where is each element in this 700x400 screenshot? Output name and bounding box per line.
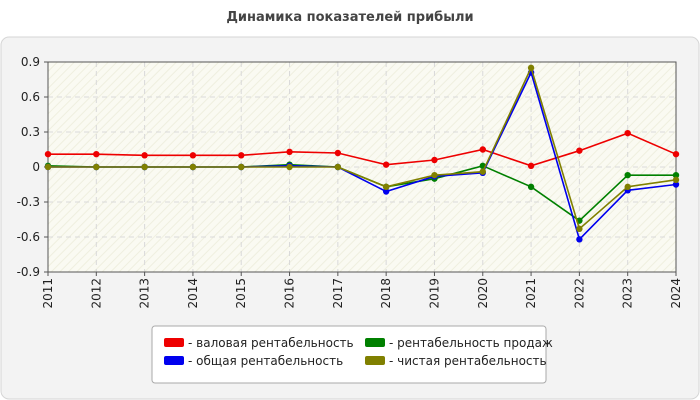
legend-box [151, 325, 547, 384]
data-point [624, 183, 631, 191]
data-point [576, 147, 583, 154]
data-point [431, 171, 438, 179]
data-point [93, 150, 100, 158]
series-line-3 [48, 65, 677, 231]
data-point [286, 148, 293, 156]
data-point [527, 64, 535, 72]
data-point [382, 188, 390, 195]
data-point [576, 225, 583, 233]
data-point [189, 163, 197, 171]
x-tick-label: 2018 [379, 278, 393, 309]
data-point [93, 163, 100, 171]
data-point [672, 150, 680, 158]
x-tick-label: 2012 [89, 278, 103, 309]
x-tick-label: 2019 [427, 278, 441, 309]
legend-label: - валовая рентабельность [188, 336, 354, 350]
y-tick-label: -0.6 [17, 230, 40, 244]
x-tick-label: 2017 [331, 278, 345, 309]
data-point [624, 129, 631, 137]
x-tick-label: 2015 [234, 278, 248, 309]
legend: - валовая рентабельность - общая рентабел… [151, 325, 553, 384]
y-tick-label: 0.9 [21, 55, 40, 69]
x-tick-label: 2013 [138, 278, 152, 309]
x-tick-label: 2014 [186, 278, 200, 309]
data-point [334, 163, 342, 171]
y-tick-label: -0.3 [17, 195, 40, 209]
legend-label: - чистая рентабельность [389, 354, 547, 368]
x-tick-label: 2020 [476, 278, 490, 309]
data-point [44, 163, 52, 171]
data-point [672, 171, 680, 179]
x-tick-label: 2021 [524, 278, 538, 309]
data-point [286, 163, 293, 171]
data-point [527, 183, 535, 191]
data-point [189, 152, 197, 159]
legend-label: - общая рентабельность [188, 354, 343, 368]
x-tick-label: 2022 [572, 278, 586, 309]
data-point [624, 171, 631, 179]
data-point [672, 181, 680, 188]
data-point [527, 162, 535, 170]
data-point [238, 152, 245, 159]
data-point [382, 161, 390, 168]
x-tick-label: 2023 [621, 278, 635, 309]
y-tick-label: 0.6 [21, 90, 40, 104]
series-line-0 [48, 132, 677, 167]
data-point [382, 183, 390, 191]
data-point [334, 149, 342, 157]
legend-swatch [365, 356, 385, 365]
y-tick-label: -0.9 [17, 265, 40, 279]
data-point [672, 176, 680, 184]
y-tick-label: 0.3 [21, 125, 40, 139]
data-point [141, 163, 148, 171]
data-point [44, 150, 52, 158]
chart-title: Динамика показателей прибыли [226, 10, 474, 25]
x-tick-label: 2011 [41, 278, 55, 309]
data-point [576, 236, 583, 243]
y-tick-label: 0 [32, 160, 40, 174]
x-tick-label: 2024 [669, 278, 683, 309]
data-point [141, 152, 148, 159]
data-point [479, 146, 486, 153]
legend-swatch [164, 356, 184, 365]
legend-label: - рентабельность продаж [389, 336, 553, 350]
data-point [431, 156, 438, 164]
legend-swatch [164, 338, 184, 347]
data-point [479, 168, 486, 175]
series [44, 64, 680, 243]
legend-swatch [365, 338, 385, 347]
data-point [238, 163, 245, 171]
x-tick-label: 2016 [283, 278, 297, 309]
